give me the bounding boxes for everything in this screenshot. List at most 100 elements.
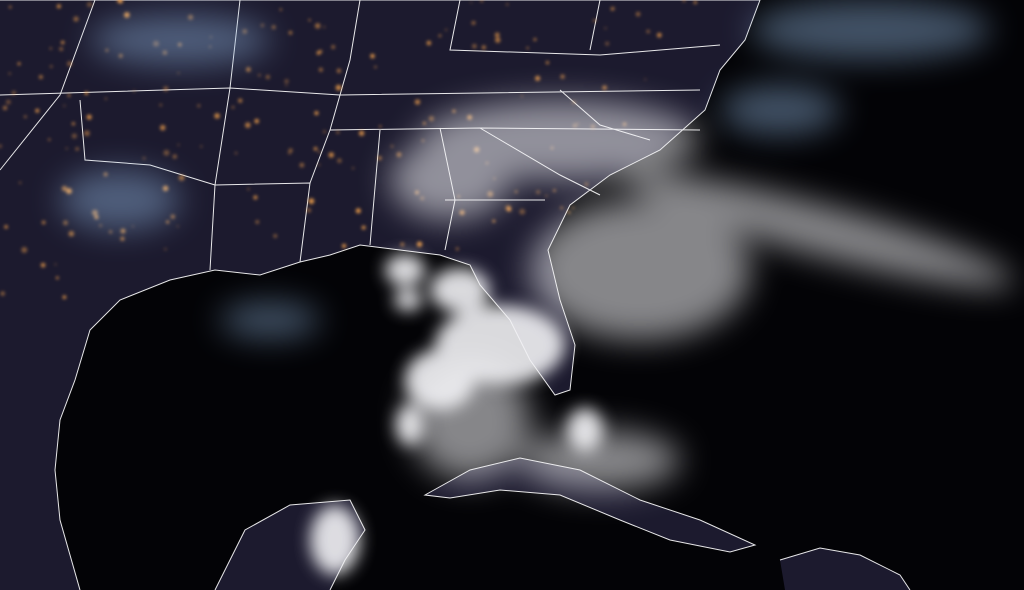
city-light: [318, 150, 321, 153]
city-light: [109, 230, 113, 234]
city-light: [214, 113, 220, 119]
city-light: [56, 276, 59, 280]
city-light: [133, 90, 136, 93]
city-light: [533, 38, 537, 41]
city-light: [61, 40, 65, 45]
city-light: [0, 144, 2, 148]
city-light: [56, 4, 61, 9]
city-light: [84, 130, 90, 137]
city-light: [560, 74, 565, 79]
city-light: [505, 205, 512, 211]
city-light: [336, 68, 342, 73]
city-light: [416, 241, 423, 248]
city-light: [428, 115, 435, 122]
city-light: [308, 19, 311, 22]
city-light: [255, 220, 260, 224]
city-light: [200, 145, 203, 148]
city-light: [86, 114, 92, 120]
storm-clouds: [310, 100, 1014, 575]
city-light: [473, 21, 476, 24]
city-light: [68, 230, 75, 237]
city-light: [358, 130, 365, 136]
city-light: [323, 130, 326, 134]
city-light: [24, 115, 27, 118]
city-light: [635, 11, 641, 17]
city-light: [40, 262, 46, 268]
city-light: [313, 146, 318, 151]
city-light: [59, 47, 64, 51]
city-light: [197, 104, 201, 108]
city-light: [299, 162, 305, 168]
city-light: [0, 291, 5, 296]
city-light: [163, 149, 170, 156]
city-light: [438, 34, 442, 38]
city-light: [104, 97, 107, 100]
city-light: [123, 12, 130, 18]
city-light: [87, 2, 93, 8]
city-light: [235, 152, 238, 155]
city-light: [4, 225, 8, 229]
city-light: [492, 219, 496, 223]
city-light: [536, 190, 541, 195]
city-light: [472, 43, 477, 49]
city-light: [65, 147, 68, 150]
city-light: [142, 156, 146, 160]
city-light: [288, 30, 293, 35]
city-light: [117, 0, 124, 4]
city-light: [176, 225, 179, 228]
city-light: [644, 78, 647, 81]
city-light: [335, 84, 342, 91]
city-light: [253, 195, 258, 200]
city-light: [254, 118, 259, 124]
city-light: [470, 1, 473, 4]
city-light: [646, 29, 650, 34]
city-light: [604, 27, 607, 30]
city-light: [163, 86, 169, 92]
city-light: [265, 74, 271, 80]
city-light: [271, 25, 276, 30]
city-light: [693, 0, 698, 5]
city-light: [67, 93, 71, 97]
city-light: [18, 181, 22, 184]
city-light: [452, 109, 456, 113]
city-light: [379, 125, 382, 128]
city-light: [258, 73, 261, 77]
city-light: [396, 152, 402, 158]
city-light: [8, 72, 11, 75]
city-light: [610, 8, 613, 11]
city-light: [592, 18, 597, 23]
city-light: [120, 236, 125, 241]
city-light: [8, 5, 12, 9]
city-light: [567, 210, 571, 214]
city-light: [62, 295, 67, 299]
city-light: [318, 67, 323, 72]
city-light: [323, 26, 326, 28]
city-light: [279, 8, 282, 11]
city-light: [21, 246, 28, 253]
city-light: [318, 164, 320, 166]
city-light: [445, 28, 448, 31]
city-light: [41, 220, 46, 225]
city-light: [178, 174, 185, 181]
city-light: [314, 23, 321, 29]
city-light: [71, 122, 75, 126]
city-light: [316, 51, 321, 55]
city-light: [422, 121, 426, 125]
city-light: [377, 156, 382, 161]
hispaniola: [780, 548, 910, 590]
city-light: [526, 46, 529, 50]
city-light: [308, 198, 315, 205]
city-light: [288, 148, 293, 153]
city-light: [260, 23, 265, 28]
city-light: [84, 91, 89, 95]
city-light: [572, 206, 575, 209]
city-light: [73, 16, 79, 22]
city-light: [519, 208, 526, 215]
city-light: [246, 67, 251, 72]
city-light: [245, 122, 251, 128]
city-light: [164, 247, 167, 251]
city-light: [49, 47, 52, 50]
cuba: [425, 458, 755, 552]
